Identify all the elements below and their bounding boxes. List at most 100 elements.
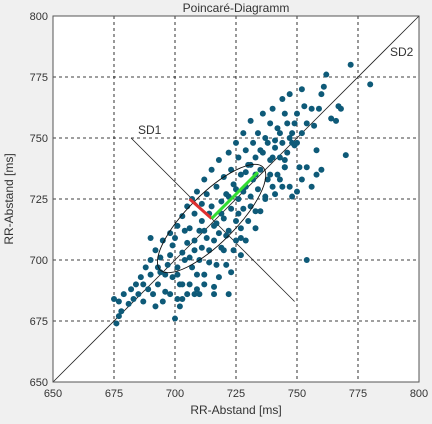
data-point	[262, 135, 269, 141]
data-point	[298, 176, 305, 183]
data-point	[235, 196, 242, 202]
y-tick-label: 775	[30, 72, 48, 84]
data-point	[289, 193, 296, 200]
data-point	[167, 252, 174, 259]
data-point	[367, 81, 374, 88]
data-point	[159, 237, 166, 244]
data-point	[215, 274, 222, 281]
data-point	[233, 217, 239, 224]
data-point	[196, 291, 203, 298]
data-point	[254, 186, 261, 193]
data-point	[111, 296, 117, 303]
sd2-label: SD2	[390, 45, 414, 59]
data-point	[247, 193, 254, 200]
data-point	[269, 105, 276, 112]
data-point	[237, 252, 244, 259]
data-point	[208, 203, 215, 210]
data-point	[120, 291, 127, 298]
data-point	[179, 249, 186, 256]
data-point	[303, 164, 310, 171]
data-point	[240, 130, 247, 137]
data-point	[257, 166, 264, 173]
data-point	[298, 130, 305, 137]
data-point	[328, 115, 335, 122]
data-point	[281, 164, 288, 171]
data-point	[201, 281, 208, 288]
x-tick-label: 725	[227, 388, 245, 400]
y-tick-label: 700	[30, 255, 48, 267]
data-point	[257, 208, 264, 215]
data-point	[132, 281, 139, 288]
data-point	[157, 254, 164, 261]
data-point	[225, 149, 232, 156]
data-point	[289, 130, 296, 137]
data-point	[213, 183, 220, 190]
data-point	[242, 237, 249, 244]
data-point	[228, 166, 235, 173]
data-point	[201, 271, 208, 278]
data-point	[335, 103, 342, 110]
data-point	[301, 103, 308, 110]
data-point	[269, 154, 276, 161]
data-point	[315, 105, 322, 112]
data-point	[276, 176, 283, 183]
data-point	[228, 205, 235, 212]
data-point	[303, 257, 310, 263]
data-point	[257, 147, 264, 154]
data-point	[320, 83, 327, 90]
data-point	[191, 237, 198, 244]
data-point	[279, 139, 286, 146]
data-point	[213, 261, 220, 268]
data-point	[179, 281, 186, 288]
data-point	[201, 227, 208, 234]
x-tick-label: 700	[166, 388, 184, 400]
data-point	[230, 247, 237, 254]
data-point	[264, 139, 271, 146]
data-point	[147, 257, 154, 263]
data-point	[342, 152, 349, 159]
data-point	[211, 237, 218, 244]
data-point	[223, 261, 230, 268]
data-point	[252, 154, 259, 161]
data-point	[276, 130, 283, 137]
data-point	[267, 171, 274, 178]
data-point	[308, 105, 315, 112]
data-point	[147, 235, 154, 242]
data-point	[242, 147, 249, 154]
data-point	[206, 247, 213, 254]
plot-border	[52, 15, 420, 383]
data-point	[186, 225, 193, 232]
data-point	[150, 291, 157, 298]
data-point	[142, 264, 149, 271]
data-point	[245, 217, 252, 224]
data-point	[218, 198, 225, 205]
data-point	[286, 135, 293, 141]
data-point	[167, 291, 174, 298]
data-point	[298, 86, 305, 93]
data-point	[135, 291, 142, 298]
data-point	[318, 166, 325, 173]
data-point	[237, 225, 244, 232]
data-point	[294, 139, 300, 146]
data-point	[198, 200, 205, 207]
data-point	[347, 61, 354, 68]
sd1-label: SD1	[138, 123, 162, 137]
data-point	[203, 191, 210, 198]
y-tick-label: 650	[30, 377, 48, 389]
data-point	[284, 120, 291, 127]
data-point	[115, 298, 122, 305]
data-point	[201, 176, 208, 183]
sd2-segment	[210, 171, 260, 220]
data-point	[272, 137, 279, 144]
data-point	[193, 286, 200, 293]
data-point	[274, 171, 281, 178]
data-point	[162, 288, 169, 295]
data-point	[237, 171, 244, 178]
y-tick-label: 750	[30, 133, 48, 145]
tick-layer: 650 675 700 725 750 775 800 650 675 700 725 750 775 8…	[30, 11, 429, 400]
data-point	[186, 281, 193, 288]
data-point	[174, 222, 181, 229]
data-point	[303, 120, 310, 127]
